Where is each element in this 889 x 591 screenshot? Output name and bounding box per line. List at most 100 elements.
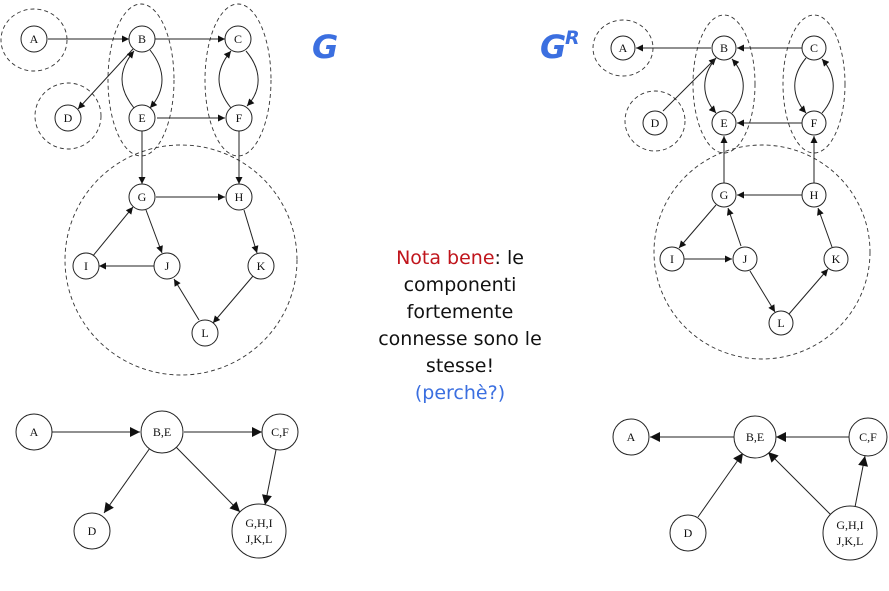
edge-r-l-k xyxy=(788,268,829,315)
node-r-i: I xyxy=(659,246,685,272)
node-g: G xyxy=(128,183,156,211)
edge-e-b xyxy=(121,50,135,109)
cluster-r-ghijkl xyxy=(653,144,871,360)
node-r-h: H xyxy=(801,182,827,208)
edge-k-l xyxy=(212,275,254,324)
edge-r-g-i xyxy=(678,204,717,249)
note-line1-rest: : le xyxy=(494,247,524,269)
node-r-j: J xyxy=(732,246,758,272)
svg-text:B: B xyxy=(138,32,146,46)
cluster-ghijkl xyxy=(64,144,298,376)
cluster-r-be xyxy=(692,14,756,154)
svg-text:B,E: B,E xyxy=(153,425,171,439)
svg-text:J: J xyxy=(165,259,170,273)
node-i: I xyxy=(72,252,100,280)
svg-text:A: A xyxy=(30,425,39,439)
svg-text:A: A xyxy=(627,430,636,444)
dag-r-node-a: A xyxy=(612,418,650,456)
edge-b-e xyxy=(149,49,163,109)
dag-edge-be-d xyxy=(103,447,151,514)
svg-text:K: K xyxy=(832,252,841,266)
dag-r-edge-d-be xyxy=(697,452,744,518)
dag-node-cf: C,F xyxy=(261,413,299,451)
note-line-3: fortemente xyxy=(406,301,514,323)
svg-text:A: A xyxy=(30,32,39,46)
node-r-g: G xyxy=(711,182,737,208)
edge-r-k-h xyxy=(817,207,833,248)
dag-edge-cf-ghi xyxy=(262,449,277,506)
graph-g: A B C D E F G H I J K L xyxy=(0,3,298,376)
edge-r-e-b xyxy=(731,58,744,114)
svg-text:E: E xyxy=(138,111,145,125)
svg-text:C: C xyxy=(810,41,818,55)
svg-text:F: F xyxy=(236,111,243,125)
svg-text:D: D xyxy=(651,116,660,130)
node-r-e: E xyxy=(711,110,737,136)
svg-text:K: K xyxy=(257,259,266,273)
edge-h-k xyxy=(243,209,259,254)
node-r-d: D xyxy=(642,110,668,136)
cluster-cf xyxy=(204,3,272,157)
node-h: H xyxy=(225,183,253,211)
node-a: A xyxy=(20,25,48,53)
svg-text:E: E xyxy=(720,116,727,130)
edge-g-j xyxy=(145,209,163,254)
node-r-b: B xyxy=(711,35,737,61)
edge-r-j-g xyxy=(726,207,742,247)
svg-text:D: D xyxy=(64,111,73,125)
node-l: L xyxy=(191,319,219,347)
dag-gr: A B,E C,F D G,H,I J,K,L xyxy=(612,415,888,561)
dag-r-node-ghijkl: G,H,I J,K,L xyxy=(822,505,878,561)
title-g: G xyxy=(312,28,338,66)
title-gr: G xyxy=(540,28,566,66)
svg-text:G,H,I: G,H,I xyxy=(836,518,863,532)
svg-text:L: L xyxy=(777,316,784,330)
node-r-l: L xyxy=(768,310,794,336)
node-e: E xyxy=(128,104,156,132)
svg-text:C: C xyxy=(234,32,242,46)
svg-text:G: G xyxy=(138,190,147,204)
cluster-a xyxy=(0,8,68,72)
node-c: C xyxy=(224,25,252,53)
dag-node-a: A xyxy=(15,413,53,451)
edge-r-f-c xyxy=(821,58,834,114)
dag-g: A B,E C,F D G,H,I J,K,L xyxy=(15,410,299,559)
node-r-f: F xyxy=(801,110,827,136)
svg-text:D: D xyxy=(88,524,97,538)
dag-node-ghijkl: G,H,I J,K,L xyxy=(231,503,287,559)
graph-gr: A B C D E F G H I J K L xyxy=(592,14,871,360)
svg-text:B: B xyxy=(720,41,728,55)
dag-node-be: B,E xyxy=(140,410,184,454)
node-r-a: A xyxy=(610,35,636,61)
svg-text:B,E: B,E xyxy=(746,430,764,444)
note-box: Nota bene: le componenti fortemente conn… xyxy=(340,245,580,407)
cluster-d xyxy=(34,82,102,150)
node-d: D xyxy=(54,104,82,132)
node-b: B xyxy=(128,25,156,53)
dag-edge-be-ghi xyxy=(174,445,241,513)
note-line-1: Nota bene: le xyxy=(340,245,580,272)
dag-r-node-be: B,E xyxy=(733,415,777,459)
cluster-r-d xyxy=(624,90,686,152)
svg-text:G: G xyxy=(720,188,729,202)
note-line-5: stesse! xyxy=(425,355,495,377)
edge-b-d xyxy=(77,48,134,110)
title-gr-superscript: R xyxy=(565,27,580,49)
node-r-k: K xyxy=(823,246,849,272)
note-question: (perchè?) xyxy=(414,382,506,404)
svg-text:F: F xyxy=(811,116,818,130)
svg-text:H: H xyxy=(235,190,244,204)
note-highlight: Nota bene xyxy=(396,247,495,269)
svg-text:C,F: C,F xyxy=(859,430,877,444)
node-r-c: C xyxy=(801,35,827,61)
note-line-2: componenti xyxy=(403,274,517,296)
svg-text:J,K,L: J,K,L xyxy=(246,532,273,546)
edge-i-g xyxy=(91,206,134,258)
dag-r-edge-ghi-cf xyxy=(854,455,868,508)
svg-text:D: D xyxy=(684,526,693,540)
cluster-be xyxy=(107,3,175,157)
dag-node-d: D xyxy=(73,512,111,550)
note-line-4: connesse sono le xyxy=(378,328,542,350)
svg-text:A: A xyxy=(619,41,628,55)
